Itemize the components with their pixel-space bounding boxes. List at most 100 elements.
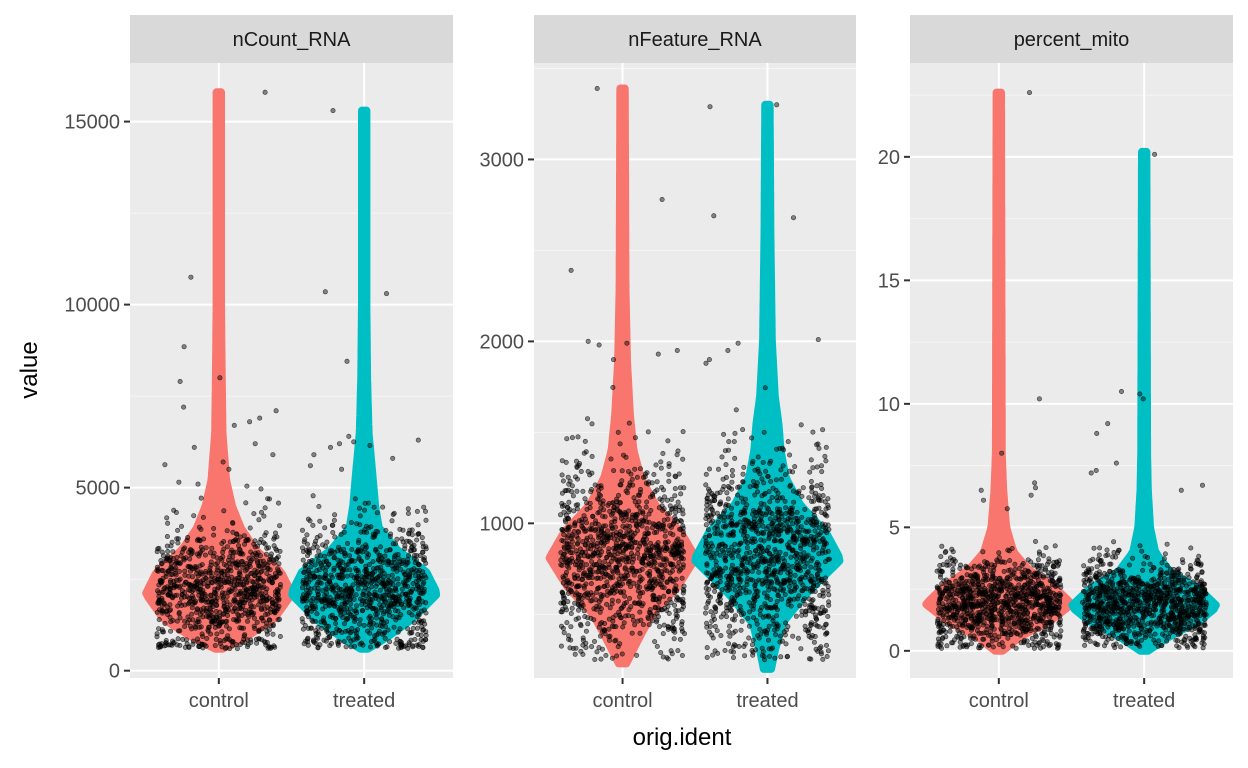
data-point [356,556,362,562]
data-point [750,652,756,658]
data-point [769,511,775,517]
data-point [258,486,264,492]
data-point [560,552,566,558]
data-point [624,530,630,536]
data-point [411,620,417,626]
data-point [339,601,345,607]
data-point [949,546,955,552]
data-point [374,642,380,648]
data-point [678,542,684,548]
data-point [729,473,735,479]
data-point [185,614,191,620]
data-point [613,541,619,547]
data-point [402,643,408,649]
data-point [563,488,569,494]
data-point [173,572,179,578]
data-point [765,473,771,479]
data-point [769,520,775,526]
data-point [739,618,745,624]
data-point [614,581,620,587]
data-point [720,476,726,482]
data-point [573,645,579,651]
data-point [658,465,664,471]
data-point [813,506,819,512]
data-point [806,656,812,662]
data-point [728,552,734,558]
data-point-outlier [624,340,630,346]
data-point [182,568,188,574]
data-point [791,587,797,593]
data-point [243,500,249,506]
data-point [636,594,642,600]
data-point [941,607,947,613]
data-point [248,639,254,645]
data-point [592,656,598,662]
data-point [747,524,753,530]
data-point [563,459,569,465]
data-point [307,518,313,524]
data-point [254,640,260,646]
data-point [251,604,257,610]
data-point [640,622,646,628]
data-point [1005,635,1011,641]
data-point [567,560,573,566]
data-point [411,566,417,572]
data-point [764,595,770,601]
data-point [235,578,241,584]
data-point [706,466,712,472]
data-point [772,586,778,592]
data-point [751,553,757,559]
data-point [154,564,160,570]
data-point [249,570,255,576]
data-point [423,517,429,523]
data-point [660,450,666,456]
data-point [596,645,602,651]
data-point [305,585,311,591]
data-point [173,561,179,567]
data-point [597,575,603,581]
data-point [324,564,330,570]
data-point-outlier [346,433,352,439]
data-point [584,500,590,506]
data-point [584,416,590,422]
data-point [715,466,721,472]
data-point [195,616,201,622]
data-point [572,562,578,568]
data-point [596,585,602,591]
data-point [1043,545,1049,551]
data-point [783,551,789,557]
data-point [258,615,264,621]
data-point [414,537,420,543]
data-point [596,553,602,559]
data-point [219,644,225,650]
data-point [302,563,308,569]
data-point [795,635,801,641]
data-point [782,472,788,478]
data-point [367,644,373,650]
data-point [421,579,427,585]
data-point [782,592,788,598]
data-point [211,525,217,531]
y-tick-label: 3000 [480,149,525,171]
data-point [658,459,664,465]
data-point [624,490,630,496]
data-point [310,493,316,499]
data-point [188,568,194,574]
data-point [759,645,765,651]
data-point [412,636,418,642]
data-point [267,617,273,623]
data-point [207,568,213,574]
data-point [380,504,386,510]
data-point [587,472,593,478]
data-point [186,564,192,570]
data-point [193,609,199,615]
data-point [751,524,757,530]
data-point [357,641,363,647]
data-point [758,605,764,611]
data-point [265,645,271,651]
data-point [205,599,211,605]
data-point [754,480,760,486]
data-point [635,618,641,624]
data-point [609,623,615,629]
data-point [421,504,427,510]
